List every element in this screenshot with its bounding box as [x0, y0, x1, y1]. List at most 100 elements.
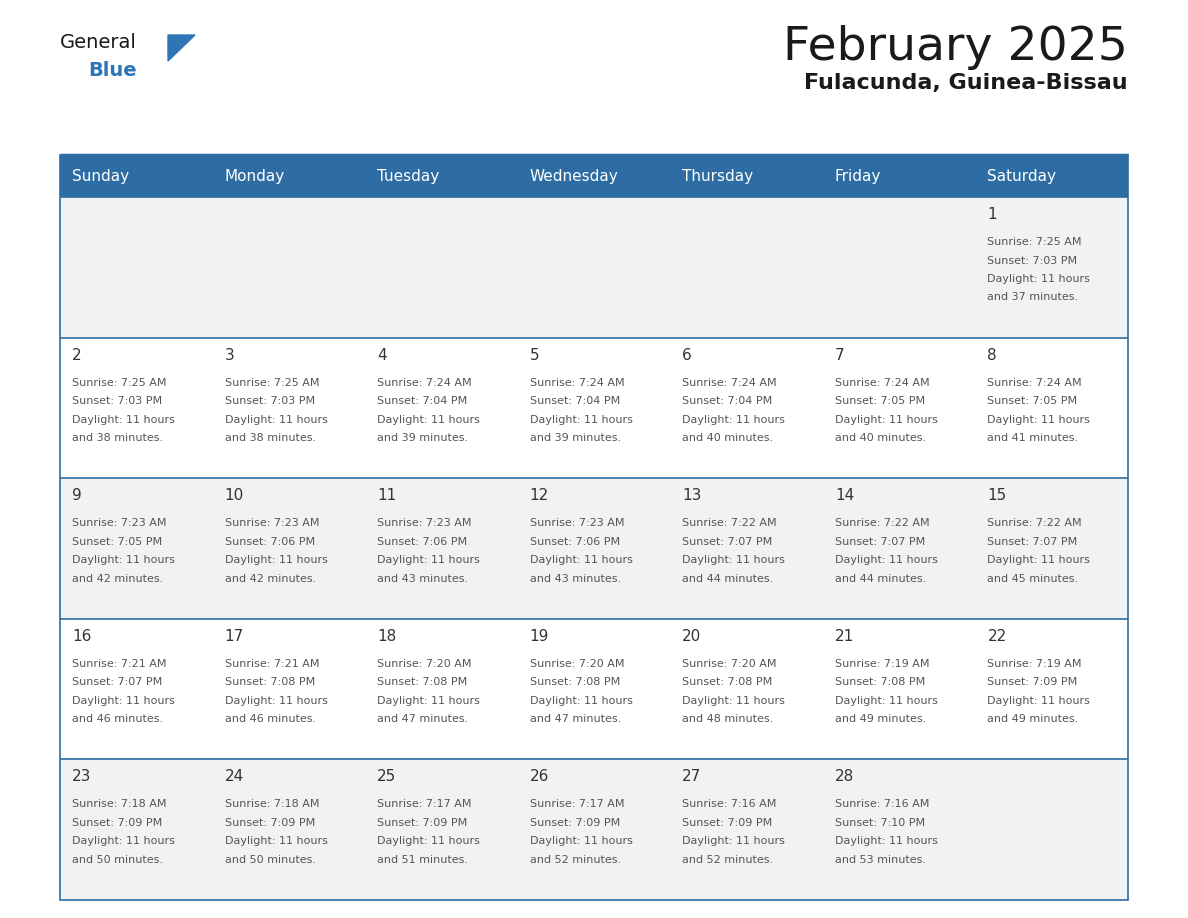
Text: Sunrise: 7:23 AM: Sunrise: 7:23 AM [72, 518, 166, 528]
Text: Daylight: 11 hours: Daylight: 11 hours [225, 415, 328, 425]
Text: and 47 minutes.: and 47 minutes. [377, 714, 468, 724]
Text: and 50 minutes.: and 50 minutes. [72, 855, 163, 865]
Bar [213, 759, 365, 900]
Text: Sunrise: 7:23 AM: Sunrise: 7:23 AM [377, 518, 472, 528]
Text: Daylight: 11 hours: Daylight: 11 hours [682, 415, 785, 425]
Bar [213, 197, 365, 338]
Text: 20: 20 [682, 629, 702, 644]
Bar [61, 478, 213, 619]
Text: Daylight: 11 hours: Daylight: 11 hours [72, 836, 175, 846]
Text: 4: 4 [377, 348, 387, 363]
Text: Sunrise: 7:18 AM: Sunrise: 7:18 AM [72, 800, 166, 810]
Text: 12: 12 [530, 488, 549, 503]
Text: and 44 minutes.: and 44 minutes. [835, 574, 927, 584]
Text: and 47 minutes.: and 47 minutes. [530, 714, 621, 724]
Text: Sunrise: 7:23 AM: Sunrise: 7:23 AM [530, 518, 624, 528]
Bar [670, 478, 823, 619]
Bar [975, 759, 1127, 900]
Text: Sunrise: 7:24 AM: Sunrise: 7:24 AM [530, 377, 625, 387]
Text: 6: 6 [682, 348, 693, 363]
Text: Sunrise: 7:25 AM: Sunrise: 7:25 AM [987, 237, 1082, 247]
Text: Sunset: 7:03 PM: Sunset: 7:03 PM [225, 396, 315, 406]
Text: Sunrise: 7:17 AM: Sunrise: 7:17 AM [530, 800, 624, 810]
Bar [823, 619, 975, 759]
Text: Daylight: 11 hours: Daylight: 11 hours [530, 555, 632, 565]
Bar [518, 478, 670, 619]
Bar [365, 197, 518, 338]
Text: Sunset: 7:08 PM: Sunset: 7:08 PM [377, 677, 467, 688]
Text: Sunrise: 7:20 AM: Sunrise: 7:20 AM [530, 659, 624, 669]
Text: Sunrise: 7:19 AM: Sunrise: 7:19 AM [987, 659, 1082, 669]
Text: Sunset: 7:09 PM: Sunset: 7:09 PM [225, 818, 315, 828]
Text: Sunset: 7:06 PM: Sunset: 7:06 PM [225, 537, 315, 547]
Bar [518, 759, 670, 900]
Bar [213, 478, 365, 619]
Text: and 42 minutes.: and 42 minutes. [225, 574, 316, 584]
Text: and 43 minutes.: and 43 minutes. [377, 574, 468, 584]
Text: Sunset: 7:06 PM: Sunset: 7:06 PM [377, 537, 467, 547]
Text: February 2025: February 2025 [783, 25, 1127, 70]
Text: and 52 minutes.: and 52 minutes. [682, 855, 773, 865]
Text: General: General [61, 33, 137, 52]
Text: 21: 21 [835, 629, 854, 644]
Text: Sunrise: 7:24 AM: Sunrise: 7:24 AM [835, 377, 929, 387]
Text: 27: 27 [682, 769, 702, 784]
Bar [518, 338, 670, 478]
Text: Sunset: 7:10 PM: Sunset: 7:10 PM [835, 818, 925, 828]
Bar [975, 197, 1127, 338]
Text: 10: 10 [225, 488, 244, 503]
Polygon shape [168, 35, 195, 61]
Text: Sunrise: 7:20 AM: Sunrise: 7:20 AM [682, 659, 777, 669]
Bar [823, 338, 975, 478]
Text: 3: 3 [225, 348, 234, 363]
Bar [61, 197, 213, 338]
Text: and 38 minutes.: and 38 minutes. [225, 433, 316, 443]
Text: Sunset: 7:09 PM: Sunset: 7:09 PM [682, 818, 772, 828]
Text: Saturday: Saturday [987, 169, 1056, 184]
Bar [213, 338, 365, 478]
Bar [61, 619, 213, 759]
Text: Sunset: 7:05 PM: Sunset: 7:05 PM [835, 396, 925, 406]
Bar [823, 759, 975, 900]
Text: and 45 minutes.: and 45 minutes. [987, 574, 1079, 584]
Bar [670, 759, 823, 900]
Text: Sunset: 7:07 PM: Sunset: 7:07 PM [987, 537, 1078, 547]
Text: and 49 minutes.: and 49 minutes. [835, 714, 927, 724]
Text: Sunrise: 7:23 AM: Sunrise: 7:23 AM [225, 518, 320, 528]
Text: and 39 minutes.: and 39 minutes. [530, 433, 621, 443]
Text: Sunrise: 7:21 AM: Sunrise: 7:21 AM [225, 659, 320, 669]
Text: 17: 17 [225, 629, 244, 644]
Text: Sunset: 7:08 PM: Sunset: 7:08 PM [225, 677, 315, 688]
Text: Daylight: 11 hours: Daylight: 11 hours [72, 415, 175, 425]
Text: Sunday: Sunday [72, 169, 129, 184]
Text: Sunset: 7:06 PM: Sunset: 7:06 PM [530, 537, 620, 547]
Text: Daylight: 11 hours: Daylight: 11 hours [682, 696, 785, 706]
Text: 18: 18 [377, 629, 397, 644]
Text: Daylight: 11 hours: Daylight: 11 hours [225, 836, 328, 846]
Text: and 39 minutes.: and 39 minutes. [377, 433, 468, 443]
Bar [365, 338, 518, 478]
Text: Daylight: 11 hours: Daylight: 11 hours [530, 836, 632, 846]
Text: and 41 minutes.: and 41 minutes. [987, 433, 1079, 443]
Text: Blue: Blue [88, 61, 137, 80]
Text: and 44 minutes.: and 44 minutes. [682, 574, 773, 584]
Bar [518, 197, 670, 338]
Text: Sunset: 7:03 PM: Sunset: 7:03 PM [987, 255, 1078, 265]
Bar [670, 197, 823, 338]
Text: Daylight: 11 hours: Daylight: 11 hours [682, 836, 785, 846]
Text: Sunset: 7:04 PM: Sunset: 7:04 PM [682, 396, 772, 406]
Text: Daylight: 11 hours: Daylight: 11 hours [987, 274, 1091, 284]
Text: 5: 5 [530, 348, 539, 363]
Text: Daylight: 11 hours: Daylight: 11 hours [530, 415, 632, 425]
Text: Monday: Monday [225, 169, 285, 184]
Text: Daylight: 11 hours: Daylight: 11 hours [377, 836, 480, 846]
Text: Daylight: 11 hours: Daylight: 11 hours [377, 696, 480, 706]
Text: Sunrise: 7:24 AM: Sunrise: 7:24 AM [682, 377, 777, 387]
Text: and 52 minutes.: and 52 minutes. [530, 855, 621, 865]
Text: 24: 24 [225, 769, 244, 784]
Bar [670, 338, 823, 478]
Text: Sunrise: 7:20 AM: Sunrise: 7:20 AM [377, 659, 472, 669]
Text: 9: 9 [72, 488, 82, 503]
Text: Daylight: 11 hours: Daylight: 11 hours [987, 555, 1091, 565]
Text: and 40 minutes.: and 40 minutes. [682, 433, 773, 443]
